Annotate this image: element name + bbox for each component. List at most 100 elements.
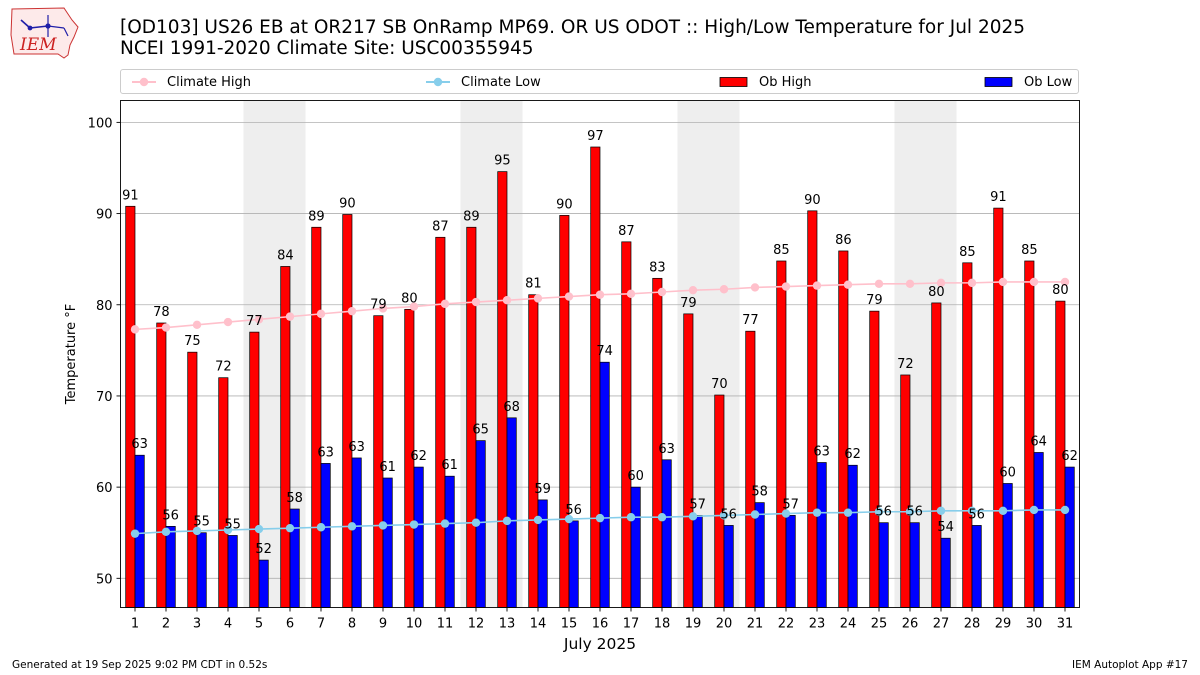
bar-ob-low — [227, 535, 238, 608]
point-climate-high — [347, 306, 357, 316]
label-ob-low: 61 — [379, 460, 396, 475]
label-ob-low: 58 — [751, 485, 768, 500]
label-ob-high: 78 — [153, 305, 170, 320]
point-climate-low — [688, 512, 698, 521]
point-climate-low — [378, 521, 388, 530]
x-tick-label: 8 — [348, 617, 356, 632]
label-ob-low: 56 — [720, 507, 737, 522]
x-tick-label: 10 — [406, 617, 423, 632]
bar-ob-low — [444, 475, 455, 608]
x-tick-label: 25 — [871, 617, 888, 632]
point-climate-low — [967, 506, 977, 516]
point-climate-high — [998, 277, 1008, 287]
label-ob-high: 91 — [990, 190, 1007, 205]
bar-ob-low — [196, 532, 207, 608]
x-tick-label: 4 — [224, 617, 232, 632]
point-climate-high — [471, 297, 481, 307]
bar-ob-low — [878, 522, 889, 608]
point-climate-high — [750, 283, 760, 292]
x-tick-label: 22 — [778, 617, 795, 632]
label-ob-low: 63 — [348, 440, 365, 455]
x-tick-label: 23 — [809, 617, 826, 632]
bar-ob-low — [1033, 452, 1044, 608]
bar-ob-low — [692, 515, 703, 608]
x-tick-label: 3 — [193, 617, 201, 632]
bar-ob-low — [1002, 483, 1013, 608]
point-climate-high — [564, 292, 574, 301]
bar-ob-high — [497, 171, 508, 608]
point-climate-low — [595, 513, 605, 523]
bar-ob-low — [909, 522, 920, 608]
bar-ob-high — [900, 374, 911, 608]
label-ob-high: 72 — [897, 357, 914, 372]
label-ob-low: 58 — [286, 491, 303, 506]
label-ob-low: 63 — [131, 437, 148, 452]
bar-ob-low — [940, 537, 951, 608]
label-ob-low: 74 — [596, 344, 613, 359]
bar-ob-high — [962, 262, 973, 608]
bar-ob-low — [816, 462, 827, 608]
point-climate-low — [223, 525, 233, 535]
bar-ob-high — [342, 214, 353, 608]
bar-ob-high — [249, 331, 260, 608]
x-tick-label: 7 — [317, 617, 325, 632]
point-climate-low — [533, 515, 543, 525]
point-climate-high — [1060, 277, 1070, 287]
point-climate-low — [161, 527, 171, 537]
point-climate-high — [316, 309, 326, 319]
iowa-map-icon: IEM — [10, 7, 79, 59]
line-marker-icon — [426, 77, 450, 87]
point-climate-high — [874, 279, 884, 288]
chart-title: [OD103] US26 EB at OR217 SB OnRamp MP69.… — [120, 17, 1025, 59]
label-ob-high: 80 — [1052, 283, 1069, 298]
point-climate-high — [409, 302, 419, 311]
label-ob-low: 60 — [627, 469, 644, 484]
x-tick-label: 11 — [437, 617, 454, 632]
point-climate-high — [440, 299, 450, 309]
label-ob-high: 90 — [339, 196, 356, 211]
point-climate-low — [192, 526, 202, 536]
x-axis-title: July 2025 — [563, 635, 636, 653]
label-ob-high: 91 — [122, 188, 139, 203]
x-tick-label: 30 — [1026, 617, 1043, 632]
point-climate-low — [409, 520, 419, 529]
bar-ob-high — [838, 250, 849, 608]
y-tick-label: 80 — [96, 299, 113, 314]
x-tick-label: 18 — [654, 617, 671, 632]
legend-item-climate-high: Climate High — [131, 70, 251, 94]
label-ob-high: 85 — [773, 243, 790, 258]
label-ob-low: 62 — [844, 447, 861, 462]
bar-ob-high — [311, 226, 322, 608]
bar-ob-high — [187, 351, 198, 608]
point-climate-low — [1060, 505, 1070, 515]
point-climate-low — [874, 507, 884, 516]
point-climate-low — [719, 511, 729, 520]
label-ob-high: 79 — [680, 296, 697, 311]
y-tick-label: 70 — [96, 390, 113, 405]
point-climate-high — [533, 294, 543, 303]
label-ob-high: 89 — [463, 209, 480, 224]
y-tick-label: 90 — [96, 208, 113, 223]
bar-ob-high — [745, 330, 756, 608]
point-climate-low — [626, 513, 636, 522]
x-tick-label: 13 — [499, 617, 516, 632]
point-climate-high — [254, 315, 264, 324]
bar-ob-high — [528, 294, 539, 608]
label-ob-low: 59 — [534, 482, 551, 497]
point-climate-high — [502, 295, 512, 305]
label-ob-high: 77 — [742, 313, 759, 328]
point-climate-low — [254, 524, 264, 534]
x-tick-label: 16 — [592, 617, 609, 632]
point-climate-low — [998, 506, 1008, 516]
label-ob-low: 56 — [906, 505, 923, 520]
label-ob-high: 72 — [215, 360, 232, 375]
point-climate-high — [781, 282, 791, 291]
x-tick-label: 1 — [131, 617, 139, 632]
x-tick-label: 24 — [840, 617, 857, 632]
bar-ob-high — [683, 313, 694, 608]
x-tick-label: 2 — [162, 617, 170, 632]
legend-item-ob-high: Ob High — [719, 70, 812, 94]
point-climate-high — [378, 304, 388, 313]
label-ob-high: 86 — [835, 233, 852, 248]
label-ob-high: 75 — [184, 334, 201, 349]
